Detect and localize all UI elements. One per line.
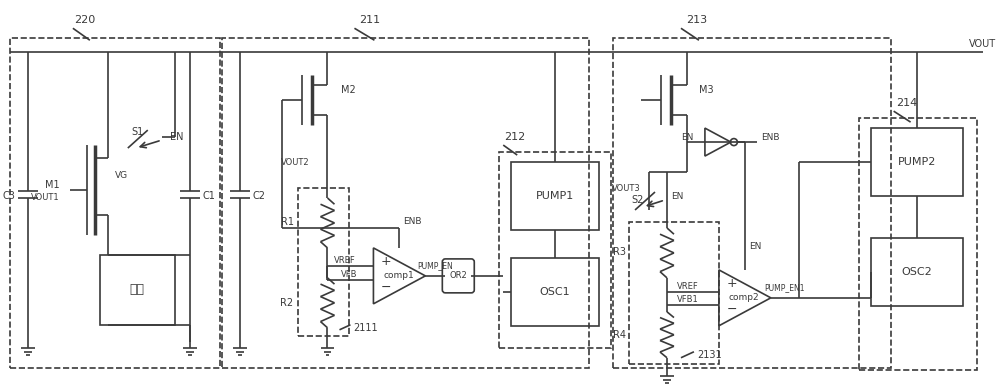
Text: comp2: comp2 — [729, 293, 759, 302]
Text: R2: R2 — [280, 298, 294, 308]
Text: VOUT1: VOUT1 — [31, 193, 60, 202]
Text: VOUT3: VOUT3 — [612, 184, 641, 193]
Text: VREF: VREF — [334, 256, 355, 266]
Text: C3: C3 — [2, 191, 15, 201]
Text: OSC2: OSC2 — [901, 267, 932, 277]
Bar — [871, 238, 963, 306]
Text: 2111: 2111 — [353, 323, 378, 333]
Text: ENB: ENB — [403, 218, 422, 227]
Bar — [499, 152, 611, 348]
Bar — [100, 255, 175, 325]
Bar — [629, 222, 719, 364]
Text: 2131: 2131 — [697, 350, 722, 360]
Text: comp1: comp1 — [383, 271, 414, 280]
Text: R1: R1 — [281, 217, 294, 227]
Text: EN: EN — [682, 133, 694, 142]
Text: 220: 220 — [74, 15, 95, 25]
Text: ENB: ENB — [761, 133, 779, 142]
Bar — [871, 128, 963, 196]
Text: C1: C1 — [203, 191, 216, 201]
Text: 211: 211 — [359, 15, 380, 25]
Text: R3: R3 — [613, 247, 626, 257]
Text: VOUT2: VOUT2 — [281, 158, 310, 167]
Text: VG: VG — [115, 170, 128, 179]
Bar — [298, 188, 349, 336]
Bar — [613, 38, 891, 368]
Text: VFB1: VFB1 — [677, 295, 699, 304]
Text: +: + — [727, 277, 737, 291]
Text: EN: EN — [749, 243, 761, 252]
Text: PUMP2: PUMP2 — [897, 157, 936, 167]
Text: 负载: 负载 — [129, 284, 144, 296]
Text: 214: 214 — [896, 98, 917, 108]
Text: 212: 212 — [504, 132, 525, 142]
Text: PUMP_EN1: PUMP_EN1 — [765, 284, 805, 292]
Text: S2: S2 — [632, 195, 644, 205]
Text: PUMP_EN: PUMP_EN — [417, 261, 453, 270]
Text: +: + — [381, 255, 392, 268]
Bar — [859, 118, 977, 370]
Bar — [10, 38, 220, 368]
Text: EN: EN — [170, 132, 183, 142]
Text: −: − — [381, 281, 392, 294]
Text: OSC1: OSC1 — [540, 287, 570, 297]
Text: M3: M3 — [699, 85, 714, 95]
Bar — [222, 38, 589, 368]
Text: M2: M2 — [341, 85, 356, 95]
Text: OR2: OR2 — [449, 271, 467, 280]
Text: EN: EN — [671, 193, 683, 202]
Text: S1: S1 — [132, 127, 144, 137]
Text: VREF: VREF — [677, 282, 699, 291]
Text: VOUT: VOUT — [969, 39, 996, 49]
Bar — [511, 258, 599, 326]
Text: R4: R4 — [613, 330, 626, 340]
FancyBboxPatch shape — [442, 259, 474, 293]
Text: VFB: VFB — [341, 270, 357, 279]
Bar — [511, 162, 599, 230]
Text: 213: 213 — [686, 15, 707, 25]
Text: −: − — [727, 303, 737, 316]
Text: C2: C2 — [253, 191, 266, 201]
Text: PUMP1: PUMP1 — [536, 191, 574, 201]
Text: M1: M1 — [45, 180, 60, 190]
